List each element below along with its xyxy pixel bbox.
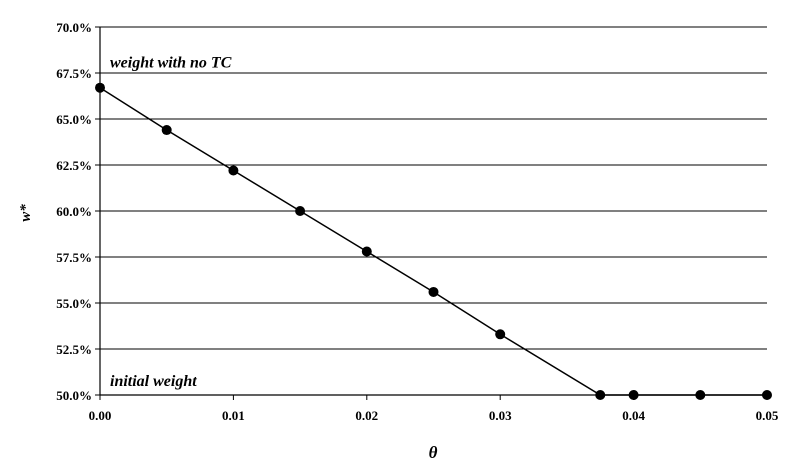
x-tick-label: 0.04: [622, 408, 645, 423]
annotations: weight with no TC initial weight: [110, 55, 232, 390]
y-tick-label: 67.5%: [56, 66, 92, 81]
data-point: [695, 390, 706, 400]
y-tick-label: 52.5%: [56, 342, 92, 357]
x-axis-label: θ: [429, 443, 438, 462]
x-tick-label: 0.05: [756, 408, 779, 423]
y-tick-label: 65.0%: [56, 112, 92, 127]
data-point: [595, 390, 606, 400]
x-tick-label: 0.02: [355, 408, 378, 423]
data-point: [361, 246, 372, 257]
data-point: [228, 165, 239, 176]
y-tick-labels: 50.0% 52.5% 55.0% 57.5% 60.0% 62.5% 65.0% 67.5%…: [56, 20, 92, 403]
data-point: [428, 286, 439, 297]
data-point: [762, 390, 772, 400]
series: [95, 82, 772, 400]
y-tick-label: 70.0%: [56, 20, 92, 35]
data-point: [161, 125, 172, 136]
data-point: [628, 390, 639, 400]
y-tick-label: 60.0%: [56, 204, 92, 219]
y-tick-label: 62.5%: [56, 158, 92, 173]
y-axis-label: w*: [18, 204, 34, 222]
data-point: [95, 82, 105, 93]
data-point: [495, 329, 506, 340]
y-tick-label: 50.0%: [56, 388, 92, 403]
annotation-label: weight with no TC: [110, 55, 232, 72]
y-tick-label: 57.5%: [56, 250, 92, 265]
annotation-label: initial weight: [110, 373, 197, 390]
x-tick-label: 0.01: [222, 408, 245, 423]
y-tick-label: 55.0%: [56, 296, 92, 311]
x-tick-label: 0.00: [89, 408, 112, 423]
data-point: [295, 206, 306, 216]
x-tick-labels: 0.00 0.01 0.02 0.03 0.04 0.05: [89, 408, 779, 423]
x-tick-label: 0.03: [489, 408, 512, 423]
gridlines: [95, 26, 768, 400]
